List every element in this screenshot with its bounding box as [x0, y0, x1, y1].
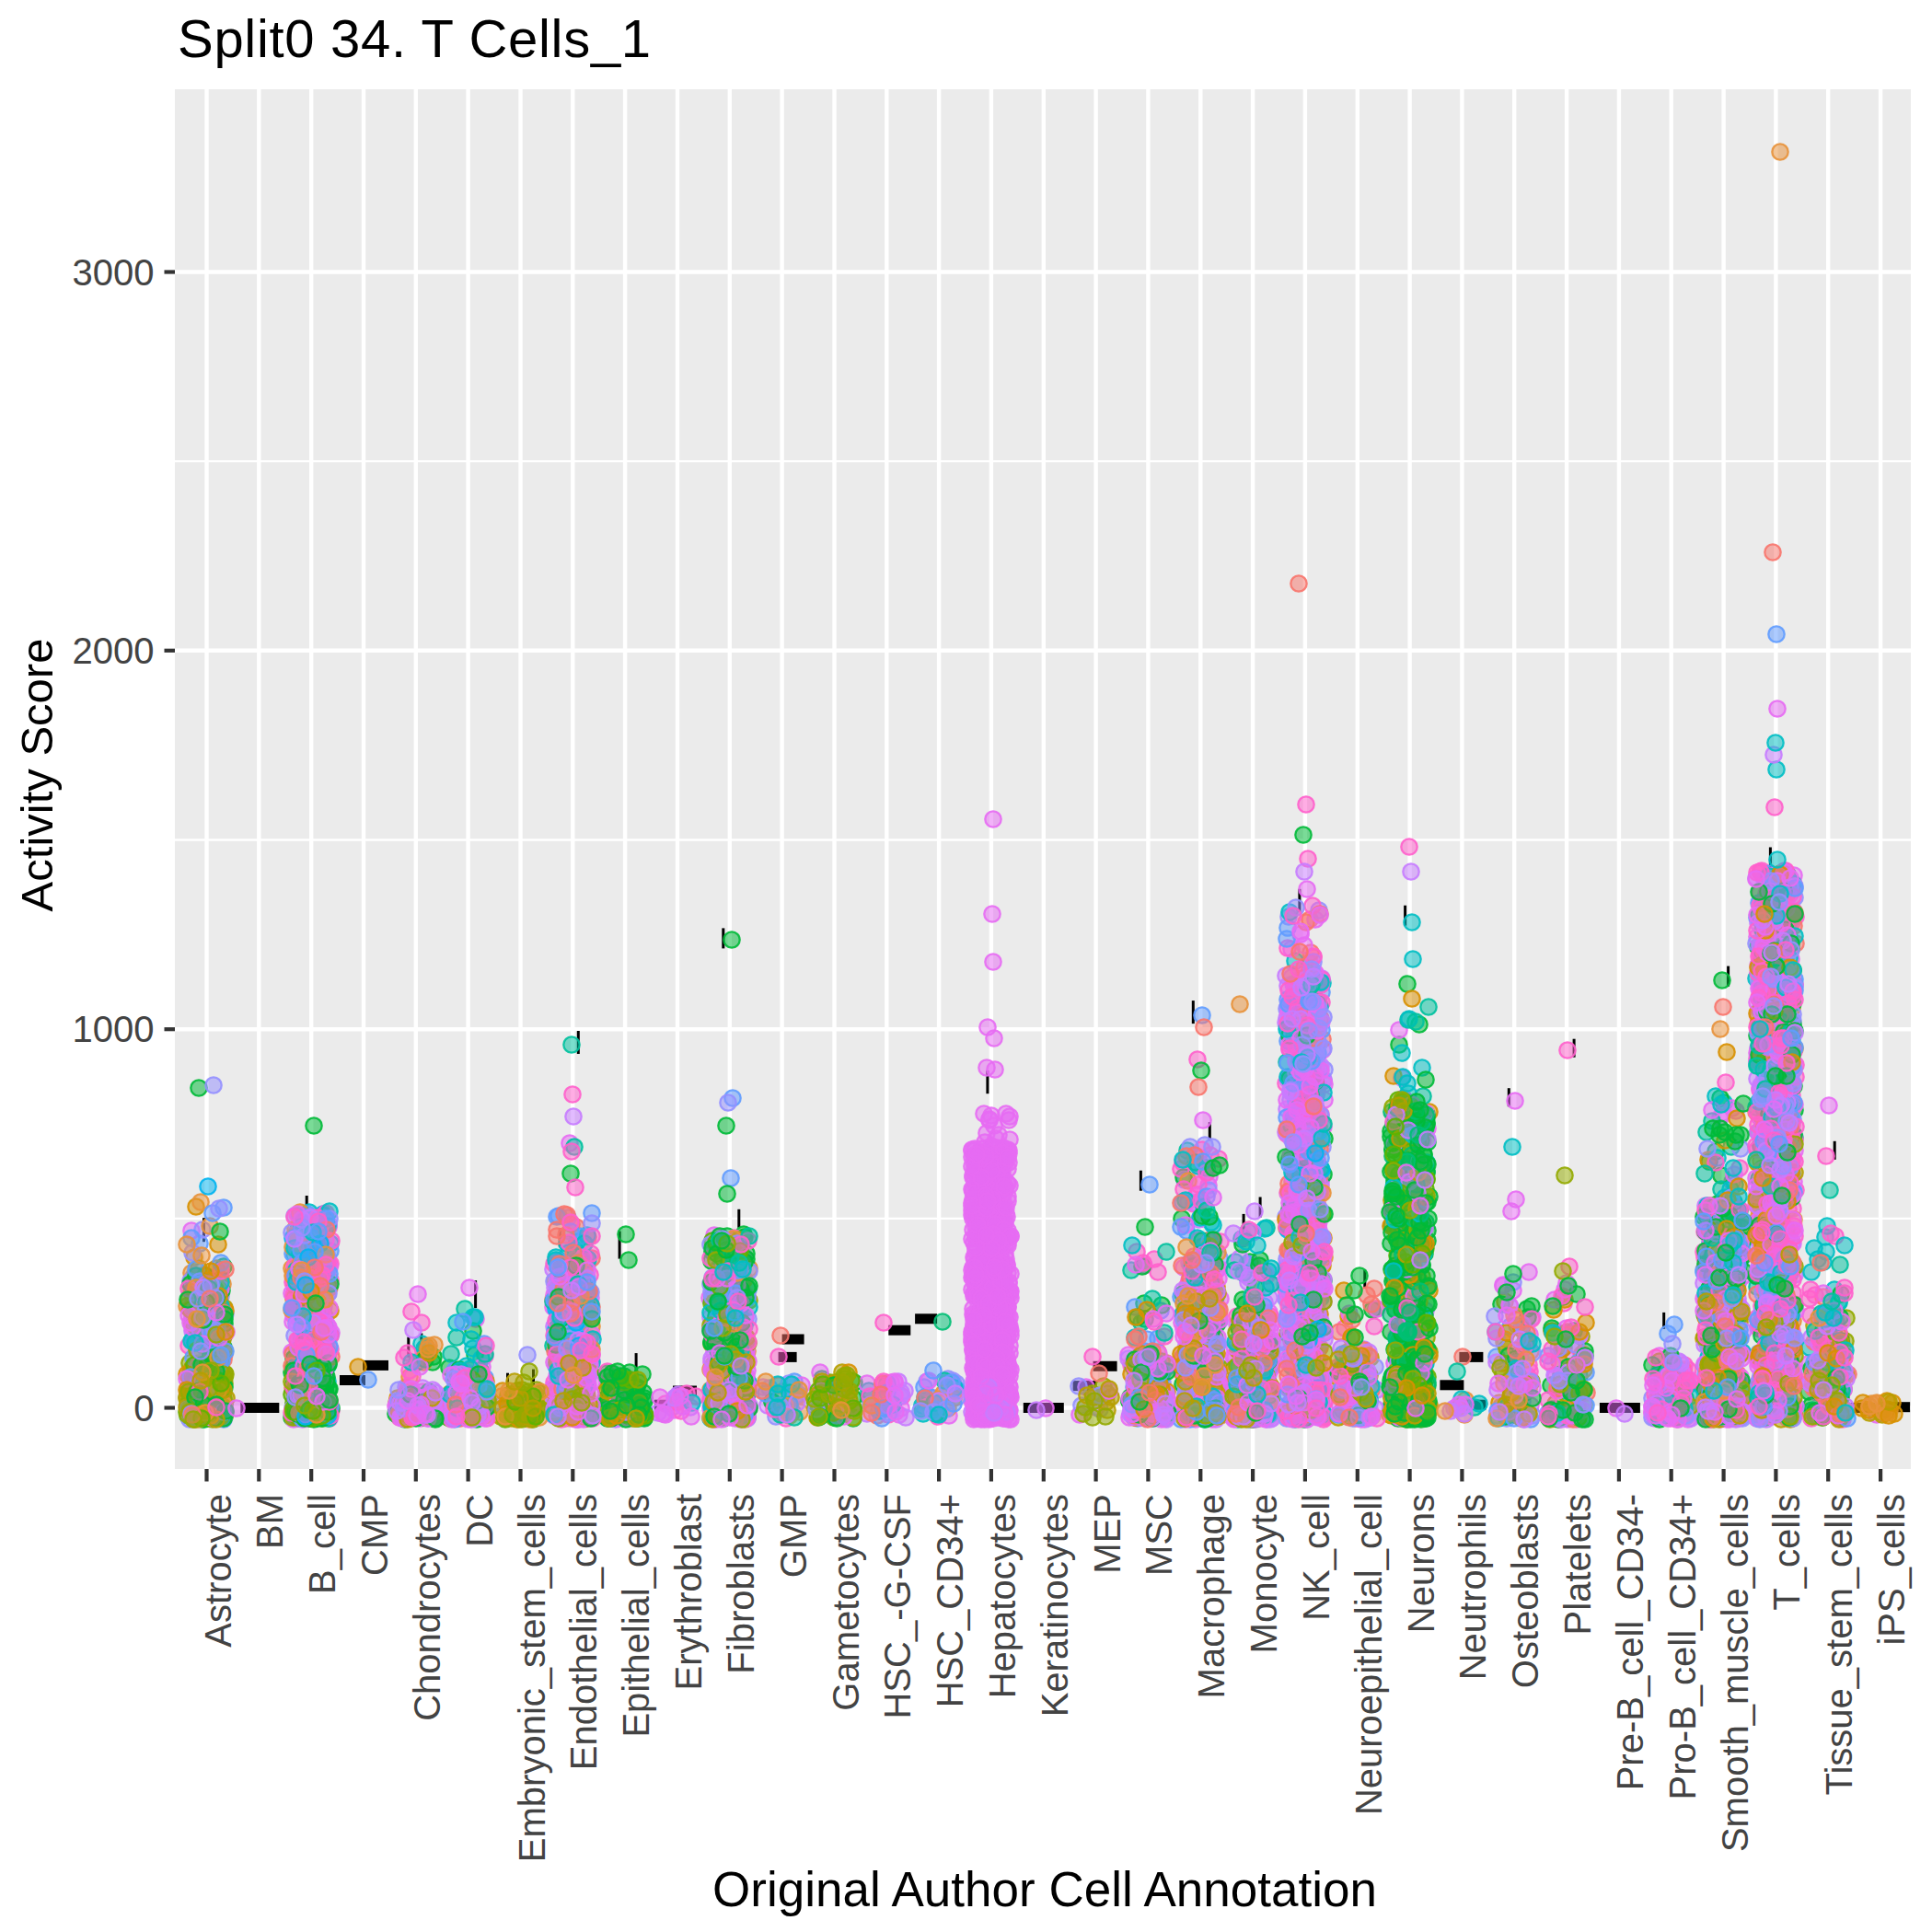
svg-text:Hepatocytes: Hepatocytes — [982, 1494, 1023, 1698]
svg-text:Gametocytes: Gametocytes — [826, 1494, 866, 1711]
svg-text:HSC_CD34+: HSC_CD34+ — [930, 1494, 970, 1707]
svg-text:Original Author Cell Annotatio: Original Author Cell Annotation — [712, 1862, 1377, 1916]
svg-text:Platelets: Platelets — [1557, 1494, 1598, 1635]
svg-text:MEP: MEP — [1087, 1494, 1128, 1574]
svg-text:B_cell: B_cell — [302, 1494, 342, 1594]
svg-text:GMP: GMP — [773, 1494, 814, 1578]
svg-text:NK_cell: NK_cell — [1296, 1494, 1336, 1621]
svg-text:Epithelial_cells: Epithelial_cells — [616, 1494, 656, 1738]
svg-text:Smooth_muscle_cells: Smooth_muscle_cells — [1715, 1494, 1755, 1852]
svg-text:BM: BM — [249, 1494, 290, 1549]
svg-text:Split0 34. T Cells_1: Split0 34. T Cells_1 — [178, 8, 652, 68]
svg-text:Monocyte: Monocyte — [1244, 1494, 1284, 1653]
svg-text:Keratinocytes: Keratinocytes — [1035, 1494, 1075, 1717]
svg-text:0: 0 — [133, 1388, 154, 1429]
svg-text:Embryonic_stem_cells: Embryonic_stem_cells — [512, 1494, 552, 1862]
svg-text:Endothelial_cells: Endothelial_cells — [563, 1494, 604, 1770]
svg-text:2000: 2000 — [73, 631, 155, 671]
svg-text:Tissue_stem_cells: Tissue_stem_cells — [1819, 1494, 1859, 1796]
svg-text:Pre-B_cell_CD34-: Pre-B_cell_CD34- — [1610, 1494, 1650, 1790]
svg-text:Astrocyte: Astrocyte — [198, 1494, 238, 1648]
svg-text:Activity Score: Activity Score — [12, 639, 62, 912]
svg-text:DC: DC — [459, 1494, 500, 1547]
svg-text:Neutrophils: Neutrophils — [1452, 1494, 1493, 1680]
svg-text:Fibroblasts: Fibroblasts — [721, 1494, 761, 1674]
svg-text:CMP: CMP — [354, 1494, 395, 1576]
svg-text:Pro-B_cell_CD34+: Pro-B_cell_CD34+ — [1662, 1494, 1703, 1799]
svg-text:Erythroblast: Erythroblast — [668, 1494, 709, 1690]
svg-text:T_cells: T_cells — [1766, 1494, 1807, 1611]
svg-text:1000: 1000 — [73, 1009, 155, 1049]
svg-text:Neurons: Neurons — [1401, 1494, 1441, 1633]
svg-text:Macrophage: Macrophage — [1191, 1494, 1232, 1698]
svg-text:HSC_-G-CSF: HSC_-G-CSF — [877, 1494, 918, 1718]
svg-text:Neuroepithelial_cell: Neuroepithelial_cell — [1348, 1494, 1389, 1815]
svg-text:3000: 3000 — [73, 252, 155, 293]
svg-text:iPS_cells: iPS_cells — [1871, 1494, 1912, 1646]
svg-text:Chondrocytes: Chondrocytes — [407, 1494, 447, 1721]
svg-text:MSC: MSC — [1139, 1494, 1179, 1576]
svg-text:Osteoblasts: Osteoblasts — [1505, 1494, 1545, 1688]
